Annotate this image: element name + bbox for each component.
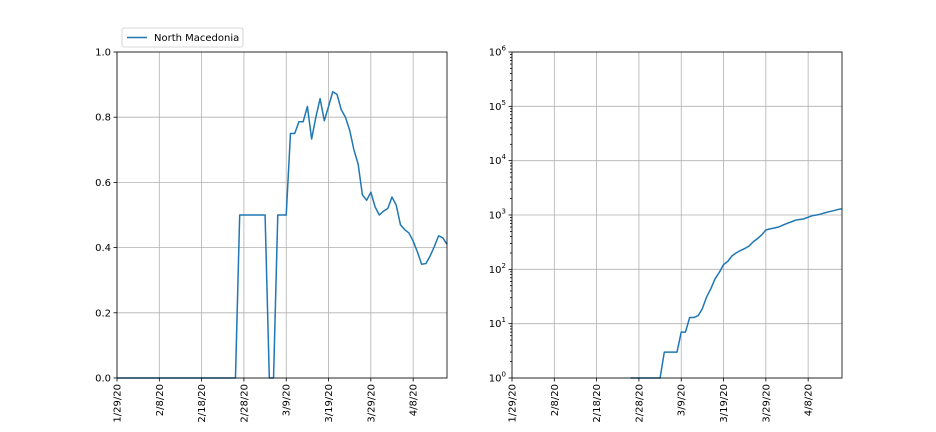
left-x-tick-label: 3/9/20 xyxy=(282,384,293,416)
left-x-tick-label: 2/18/20 xyxy=(197,384,208,423)
right-y-ticks: 100 101 102 103 104 105 106 xyxy=(489,45,512,385)
right-x-tick-label: 2/8/20 xyxy=(550,384,561,416)
right-x-tick-label: 3/29/20 xyxy=(761,384,772,423)
right-y-tick-label: 101 xyxy=(489,316,506,330)
right-y-tick-label: 102 xyxy=(489,262,506,276)
left-y-tick-label: 1.0 xyxy=(95,48,111,59)
left-series-group xyxy=(117,91,448,379)
left-axes-frame xyxy=(116,51,448,379)
right-subplot: 100 101 102 103 104 105 106 1/29/20 2/8/20 2/18/… xyxy=(489,45,843,423)
left-y-tick-label: 0.0 xyxy=(95,374,111,385)
legend-entry-label: North Macedonia xyxy=(154,33,239,44)
right-grid xyxy=(511,51,842,379)
right-x-tick-label: 2/18/20 xyxy=(592,384,603,423)
right-y-tick-label: 106 xyxy=(489,45,507,59)
right-x-tick-label: 4/8/20 xyxy=(804,384,815,416)
right-x-tick-label: 3/19/20 xyxy=(719,384,730,423)
left-y-ticks: 0.0 0.2 0.4 0.6 0.8 1.0 xyxy=(95,48,117,385)
left-series-line xyxy=(117,91,448,379)
left-x-tick-label: 2/28/20 xyxy=(239,384,250,423)
right-y-tick-label: 103 xyxy=(489,208,506,222)
left-x-tick-label: 1/29/20 xyxy=(113,384,124,423)
left-y-tick-label: 0.4 xyxy=(95,243,111,254)
left-x-tick-label: 2/8/20 xyxy=(155,384,166,416)
legend: North Macedonia xyxy=(121,27,244,48)
right-x-tick-label: 1/29/20 xyxy=(508,384,519,423)
left-x-tick-label: 3/29/20 xyxy=(366,384,377,423)
left-y-tick-label: 0.2 xyxy=(95,308,111,319)
left-x-tick-label: 3/19/20 xyxy=(324,384,335,423)
right-x-tick-label: 3/9/20 xyxy=(677,384,688,416)
legend-box xyxy=(121,27,244,48)
left-y-tick-label: 0.8 xyxy=(95,113,111,124)
right-y-tick-label: 105 xyxy=(489,99,506,113)
right-x-tick-label: 2/28/20 xyxy=(634,384,645,423)
left-y-tick-label: 0.6 xyxy=(95,178,111,189)
right-y-tick-label: 104 xyxy=(489,153,507,167)
right-series-line xyxy=(630,208,843,379)
left-x-ticks: 1/29/20 2/8/20 2/18/20 2/28/20 3/9/20 3/19/20… xyxy=(113,378,420,423)
right-y-tick-label: 100 xyxy=(489,371,506,385)
left-x-tick-label: 4/8/20 xyxy=(409,384,420,416)
left-subplot: 0.0 0.2 0.4 0.6 0.8 1.0 1/29/20 2/8/20 2/18/20 2… xyxy=(95,27,448,423)
right-series-group xyxy=(630,208,843,379)
right-x-ticks: 1/29/20 2/8/20 2/18/20 2/28/20 3/9/20 3/19/20… xyxy=(508,378,815,423)
